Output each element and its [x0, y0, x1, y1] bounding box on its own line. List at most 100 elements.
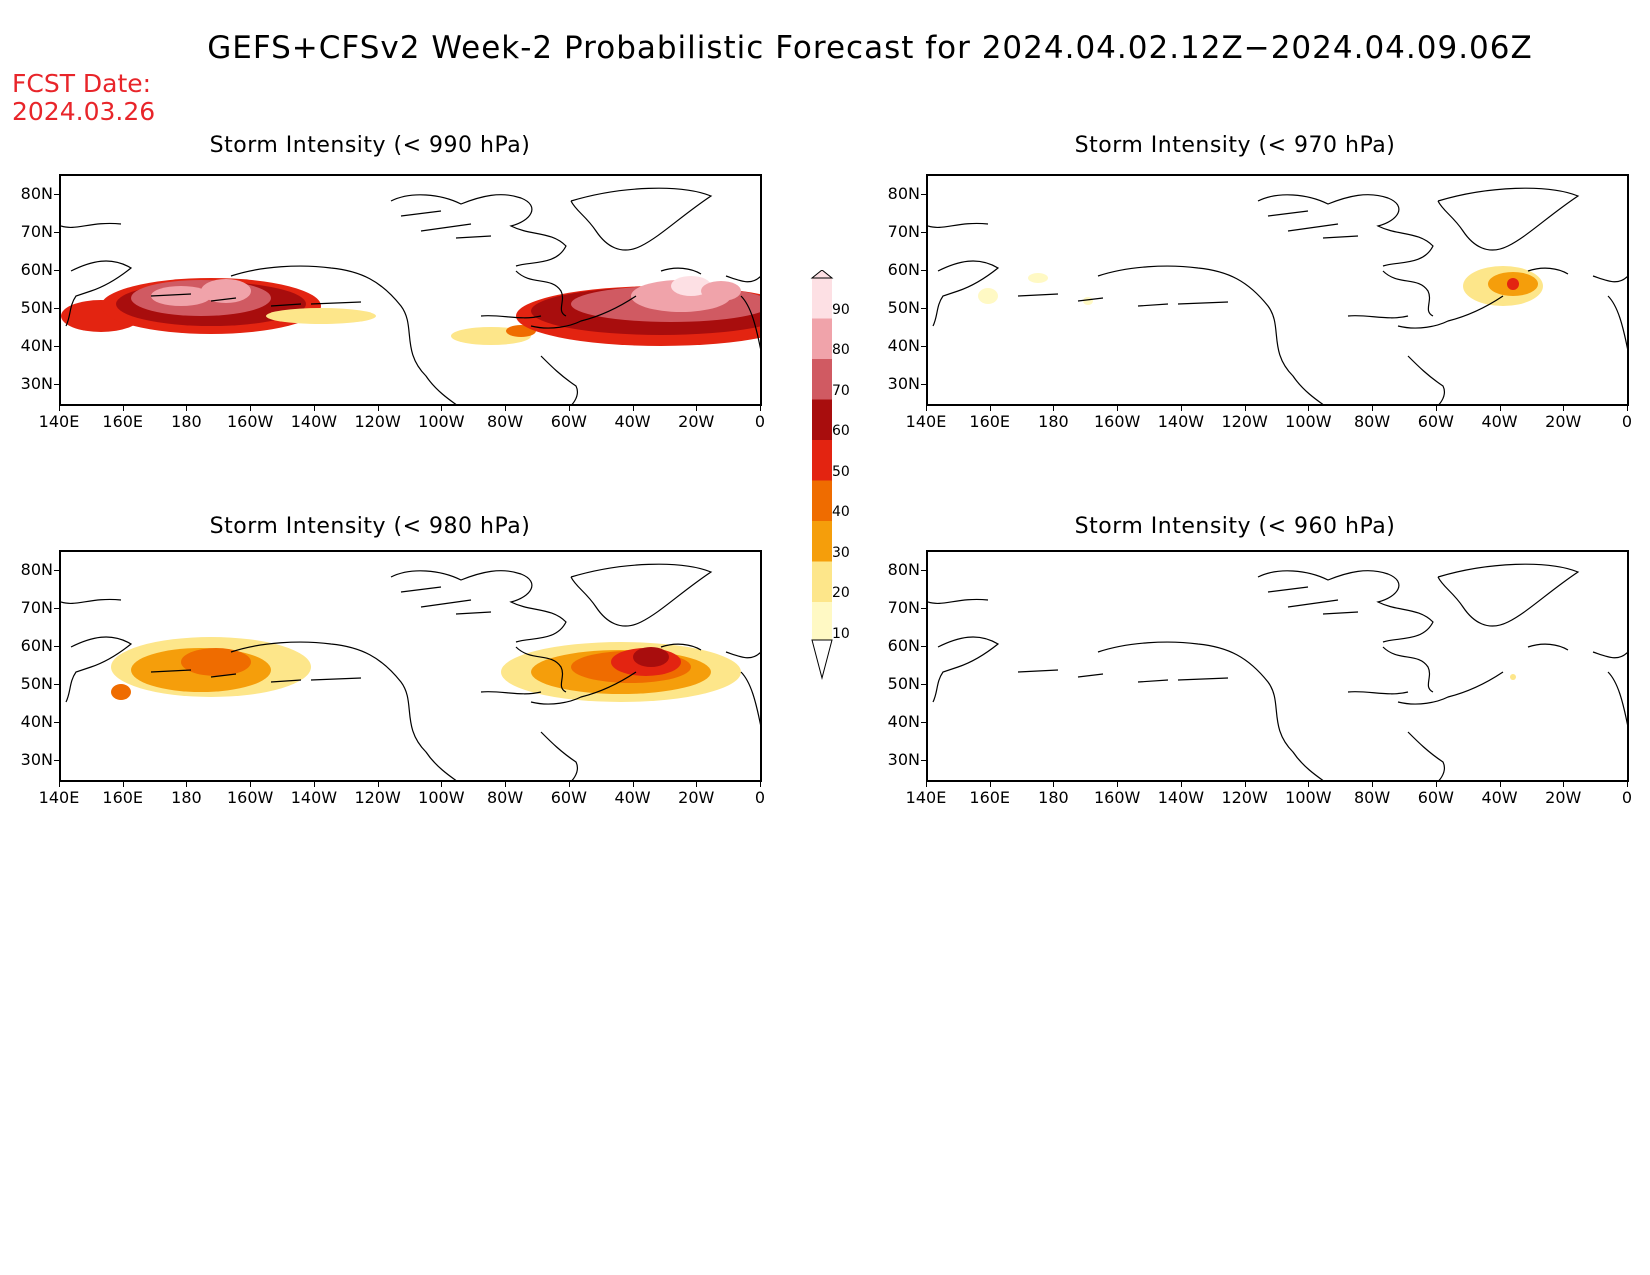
lon-tick — [1053, 782, 1055, 787]
lon-tick — [377, 782, 379, 787]
lon-tick-label: 140E — [905, 412, 947, 431]
lat-tick-label: 70N — [887, 598, 920, 617]
lat-tick-label: 40N — [887, 712, 920, 731]
colorbar-level-label: 60 — [832, 423, 850, 439]
panel-title-980: Storm Intensity (< 980 hPa) — [209, 514, 531, 539]
lon-tick — [696, 406, 698, 411]
colorbar-segment — [812, 440, 832, 481]
lat-tick-label: 40N — [20, 712, 53, 731]
lon-tick — [1117, 406, 1119, 411]
lon-tick-label: 100W — [418, 788, 465, 807]
lon-tick — [1244, 406, 1246, 411]
lat-tick — [921, 270, 926, 271]
coastline — [61, 187, 760, 404]
map-panel-980 — [59, 550, 762, 782]
lat-tick-label: 50N — [20, 674, 53, 693]
lon-tick-label: 100W — [418, 412, 465, 431]
lat-tick-label: 80N — [20, 560, 53, 579]
lon-tick-label: 20W — [678, 412, 715, 431]
lon-tick — [989, 406, 991, 411]
lon-tick — [989, 782, 991, 787]
lat-tick — [54, 194, 59, 195]
lon-tick — [59, 406, 60, 411]
lon-tick — [1627, 406, 1628, 411]
lon-tick-label: 20W — [1545, 412, 1582, 431]
lat-tick — [54, 570, 59, 571]
lon-tick-label: 40W — [614, 788, 651, 807]
map-canvas — [61, 187, 760, 404]
lon-tick-label: 180 — [1038, 788, 1069, 807]
lon-tick — [122, 782, 124, 787]
lon-tick — [1563, 406, 1565, 411]
lat-tick-label: 50N — [20, 298, 53, 317]
lat-tick — [54, 384, 59, 385]
lon-tick-label: 80W — [1353, 788, 1391, 807]
lon-tick — [59, 782, 60, 787]
lon-tick — [760, 406, 761, 411]
lon-tick — [441, 782, 443, 787]
colorbar-level-label: 80 — [832, 342, 850, 358]
lon-tick-label: 0 — [754, 412, 766, 431]
lat-tick-label: 30N — [887, 750, 920, 769]
lon-tick-label: 60W — [1417, 412, 1454, 431]
lat-tick — [921, 194, 926, 195]
colorbar-segment — [812, 359, 832, 400]
probability-shading — [1510, 674, 1516, 680]
lon-tick — [1627, 782, 1628, 787]
lon-tick — [1308, 782, 1310, 787]
lon-tick-label: 0 — [754, 788, 766, 807]
lon-tick — [122, 406, 124, 411]
fcst-date-block: FCST Date: 2024.03.26 — [12, 70, 155, 126]
lon-tick-label: 20W — [678, 788, 715, 807]
map-canvas — [928, 563, 1627, 780]
map-panel-970 — [926, 174, 1629, 406]
lat-tick — [921, 308, 926, 309]
lat-tick-label: 30N — [887, 374, 920, 393]
lat-tick-label: 80N — [887, 560, 920, 579]
colorbar-segment — [812, 318, 832, 359]
lon-tick-label: 140W — [1157, 412, 1205, 431]
lon-tick-label: 40W — [614, 412, 651, 431]
main-title: GEFS+CFSv2 Week-2 Probabilistic Forecast… — [207, 30, 1533, 66]
map-canvas — [61, 563, 760, 780]
lon-tick — [1308, 406, 1310, 411]
lat-tick — [921, 608, 926, 609]
lon-tick — [313, 782, 315, 787]
lon-tick — [926, 782, 927, 787]
lon-tick — [377, 406, 379, 411]
lat-tick-label: 40N — [20, 336, 53, 355]
colorbar-bottom-cap — [811, 639, 833, 680]
lon-tick-label: 80W — [486, 788, 524, 807]
lon-tick-label: 160W — [226, 412, 274, 431]
lat-tick — [921, 722, 926, 723]
lon-tick — [1372, 782, 1374, 787]
lon-tick-label: 160E — [969, 788, 1011, 807]
lon-tick — [1499, 406, 1501, 411]
lat-tick — [54, 608, 59, 609]
panel-title-960: Storm Intensity (< 960 hPa) — [1074, 514, 1396, 539]
lon-tick — [568, 406, 570, 411]
lon-tick-label: 0 — [1621, 412, 1633, 431]
lon-tick — [926, 406, 927, 411]
lon-tick — [505, 406, 507, 411]
lon-tick — [1244, 782, 1246, 787]
lon-tick-label: 40W — [1481, 412, 1518, 431]
lon-tick — [186, 406, 188, 411]
probability-shading — [111, 637, 741, 702]
colorbar-level-label: 40 — [832, 504, 850, 520]
colorbar-level-label: 10 — [832, 625, 850, 642]
map-panel-960 — [926, 550, 1629, 782]
lat-tick — [921, 346, 926, 347]
lon-tick-label: 140W — [290, 412, 338, 431]
lon-tick-label: 160E — [102, 788, 144, 807]
lon-tick-label: 80W — [486, 412, 524, 431]
colorbar-level-label: 70 — [832, 382, 850, 399]
lon-tick — [1435, 406, 1437, 411]
lon-tick-label: 100W — [1285, 788, 1332, 807]
colorbar-segment — [812, 278, 832, 319]
colorbar-level-label: 20 — [832, 585, 850, 601]
lat-tick-label: 80N — [887, 184, 920, 203]
probability-shading — [978, 266, 1543, 306]
lon-tick — [632, 782, 634, 787]
lon-tick-label: 140E — [38, 788, 80, 807]
